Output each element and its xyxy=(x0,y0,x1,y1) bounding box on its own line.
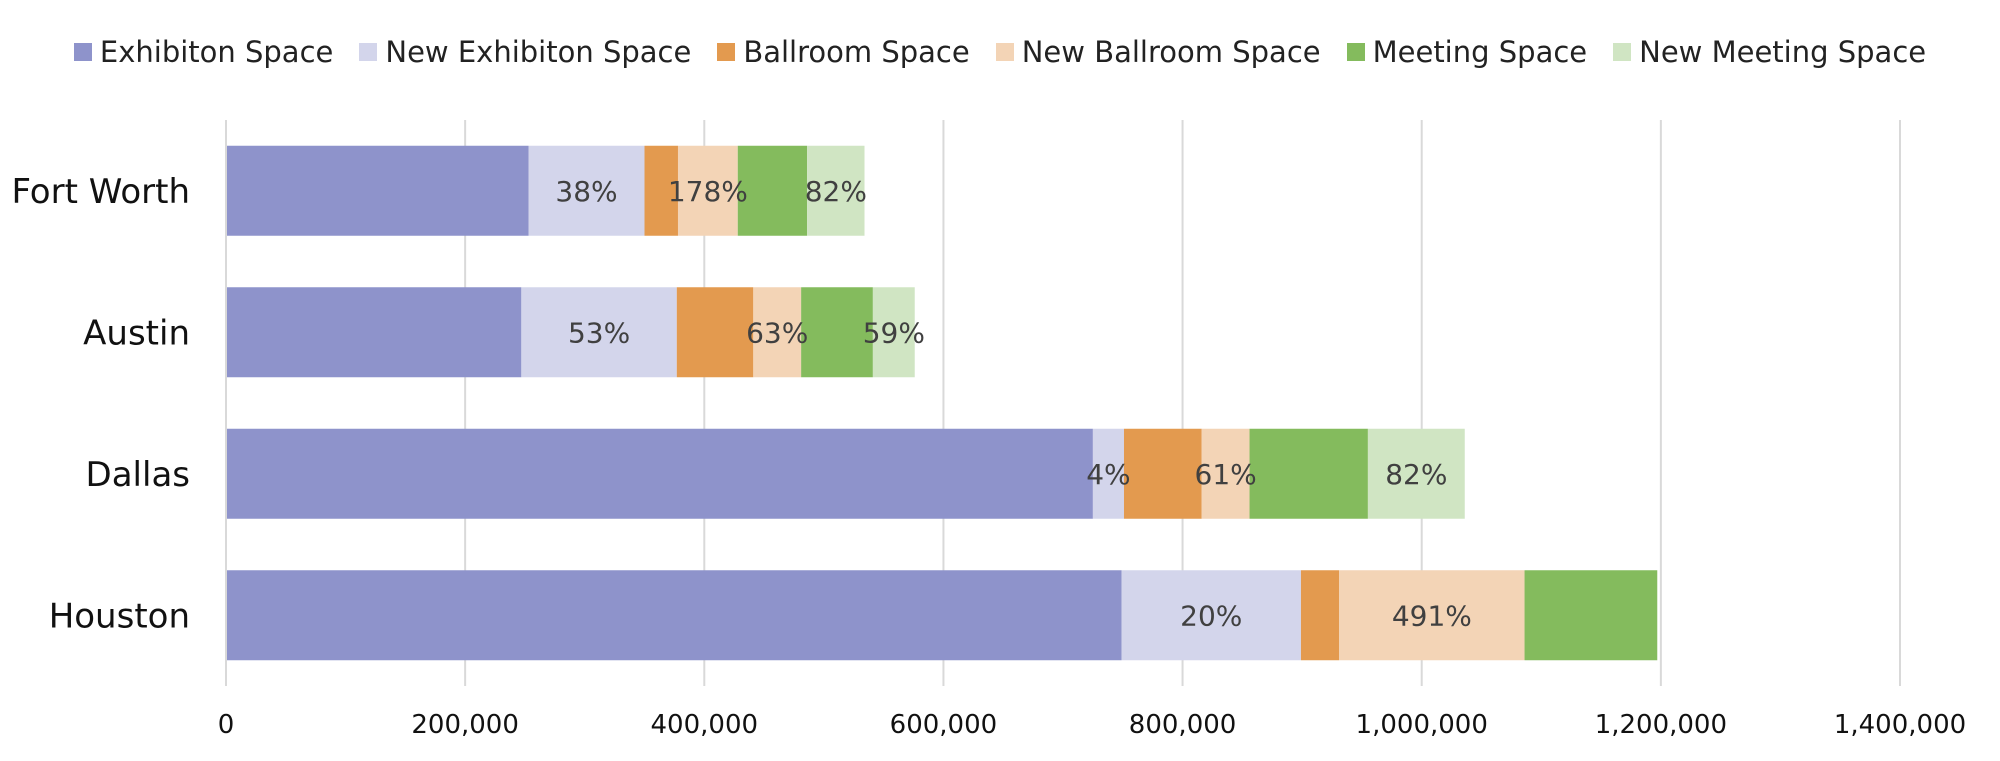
category-label: Dallas xyxy=(86,455,190,495)
category-label: Houston xyxy=(49,596,190,636)
data-label: 63% xyxy=(746,316,808,349)
legend-item: New Ballroom Space xyxy=(995,35,1321,69)
bar-segment xyxy=(801,287,873,378)
bar-segment xyxy=(644,145,678,236)
data-label: 38% xyxy=(555,175,617,208)
data-label: 4% xyxy=(1086,458,1130,491)
legend-label: Exhibiton Space xyxy=(99,35,334,69)
data-label: 53% xyxy=(568,316,630,349)
legend-item: Ballroom Space xyxy=(717,35,970,69)
bar-segment xyxy=(1249,428,1368,519)
category-label: Fort Worth xyxy=(11,172,190,212)
legend-swatch xyxy=(73,43,92,61)
bar-segment xyxy=(1339,570,1525,661)
bar-segment xyxy=(528,145,645,236)
x-tick-label: 800,000 xyxy=(1129,710,1237,740)
bar-segment xyxy=(1123,428,1202,519)
category-label: Austin xyxy=(83,313,190,353)
legend-item: Exhibiton Space xyxy=(73,35,334,69)
x-tick-label: 0 xyxy=(218,710,235,740)
bar-segment xyxy=(226,570,1122,661)
bar-segment xyxy=(807,145,865,236)
legend-label: Meeting Space xyxy=(1372,35,1588,69)
bar-segment xyxy=(676,287,754,378)
data-labels: 38% 178% 82% 53% 63% 59% 4% 61% 82% 20% 491% xyxy=(555,175,1472,633)
bar-segment xyxy=(677,145,738,236)
bar-segment xyxy=(1524,570,1658,661)
data-label: 61% xyxy=(1195,458,1257,491)
legend-label: New Meeting Space xyxy=(1639,35,1927,69)
x-tick-label: 1,200,000 xyxy=(1595,710,1727,740)
bar-segment xyxy=(1367,428,1465,519)
legend-swatch xyxy=(1613,43,1632,61)
x-tick-label: 200,000 xyxy=(411,710,519,740)
legend-label: New Ballroom Space xyxy=(1021,35,1321,69)
data-label: 20% xyxy=(1180,599,1242,632)
bars xyxy=(226,145,1658,661)
bar-segment xyxy=(872,287,915,378)
bar-segment xyxy=(1300,570,1340,661)
bar-segment xyxy=(521,287,677,378)
x-tick-label: 400,000 xyxy=(651,710,759,740)
x-tick-label: 1,400,000 xyxy=(1834,710,1966,740)
bar-segment xyxy=(226,287,522,378)
legend-swatch xyxy=(359,43,378,61)
legend-item: New Meeting Space xyxy=(1613,35,1926,69)
data-label: 82% xyxy=(1385,458,1447,491)
legend-swatch xyxy=(717,43,736,61)
bar-segment xyxy=(753,287,802,378)
legend-label: New Exhibiton Space xyxy=(385,35,692,69)
data-label: 491% xyxy=(1392,599,1472,632)
data-label: 82% xyxy=(805,175,867,208)
data-label: 59% xyxy=(863,316,925,349)
legend-label: Ballroom Space xyxy=(743,35,970,69)
bar-segment xyxy=(1092,428,1124,519)
bar-segment xyxy=(1201,428,1250,519)
bar-segment xyxy=(226,145,529,236)
chart-legend: Exhibiton Space New Exhibiton Space Ballro… xyxy=(0,26,2000,78)
legend-item: Meeting Space xyxy=(1346,35,1588,69)
x-tick-label: 600,000 xyxy=(890,710,998,740)
bar-segment xyxy=(226,428,1093,519)
x-tick-label: 1,000,000 xyxy=(1356,710,1488,740)
data-label: 178% xyxy=(668,175,748,208)
legend-swatch xyxy=(1346,43,1365,61)
legend-item: New Exhibiton Space xyxy=(359,35,691,69)
bar-segment xyxy=(737,145,808,236)
legend-swatch xyxy=(995,43,1014,61)
bar-segment xyxy=(1121,570,1301,661)
